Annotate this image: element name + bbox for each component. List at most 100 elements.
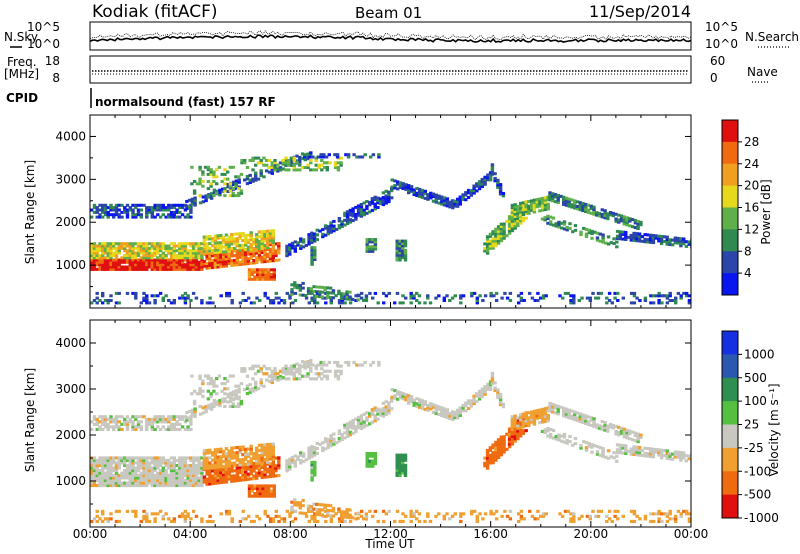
power-cell <box>359 296 364 300</box>
power-cell <box>494 227 498 231</box>
power-cell <box>112 208 116 212</box>
velocity-cell <box>263 453 267 457</box>
velocity-cell <box>267 379 272 383</box>
velocity-cell <box>687 454 691 458</box>
power-cell <box>178 258 182 262</box>
power-cell <box>206 168 211 172</box>
velocity-cell <box>445 512 449 516</box>
power-cell <box>95 260 99 264</box>
power-cell <box>298 163 302 167</box>
power-cell <box>269 275 274 279</box>
power-cell <box>134 258 138 262</box>
power-cell <box>128 267 132 271</box>
power-cell <box>200 263 204 267</box>
power-cell <box>684 244 689 248</box>
power-cell <box>295 159 299 163</box>
velocity-cell <box>264 489 268 493</box>
velocity-cell <box>682 451 686 455</box>
velocity-cell <box>103 458 108 462</box>
velocity-cell <box>193 415 197 419</box>
power-cell <box>257 235 262 239</box>
power-cell <box>660 294 664 298</box>
velocity-cell <box>112 458 116 462</box>
power-cell <box>289 159 294 163</box>
velocity-cell <box>142 473 146 477</box>
power-cell <box>643 233 647 237</box>
power-cell <box>490 168 495 171</box>
velocity-cell <box>448 517 452 521</box>
power-cell <box>345 215 350 218</box>
velocity-cell <box>636 432 640 436</box>
velocity-cell <box>272 487 276 491</box>
power-cell <box>298 288 302 292</box>
power-cell <box>156 263 160 267</box>
power-cell <box>659 235 664 238</box>
velocity-cell <box>145 481 149 485</box>
power-cell <box>665 238 669 241</box>
velocity-cell <box>611 423 615 427</box>
velocity-cell <box>209 405 214 409</box>
velocity-cell <box>201 382 205 386</box>
velocity-cell <box>259 367 263 371</box>
velocity-cell <box>145 456 149 460</box>
velocity-cell <box>312 507 316 511</box>
velocity-cell <box>183 471 188 475</box>
velocity-cell <box>403 458 408 462</box>
power-cell <box>332 224 336 228</box>
velocity-cell <box>263 512 267 516</box>
power-cell <box>320 168 324 172</box>
velocity-cell <box>637 453 642 457</box>
power-cell <box>247 277 252 281</box>
power-cell <box>147 254 152 257</box>
power-cell <box>296 241 300 245</box>
velocity-cell <box>189 517 193 521</box>
velocity-cell <box>249 452 253 456</box>
power-cell <box>123 265 127 269</box>
power-cell <box>95 246 99 250</box>
power-cell <box>109 246 113 250</box>
nsearch-label: N.Search <box>745 30 799 44</box>
power-cell <box>114 203 119 207</box>
power-cell <box>340 299 345 302</box>
power-cell <box>393 301 397 305</box>
power-cell <box>326 291 330 295</box>
power-cell <box>494 244 498 248</box>
power-cell <box>635 239 639 243</box>
power-cell <box>350 298 355 301</box>
power-cell <box>186 213 190 217</box>
velocity-cell <box>120 458 124 462</box>
velocity-cell <box>346 363 351 367</box>
velocity-y-tick-label: 2000 <box>55 428 86 442</box>
velocity-cell <box>189 427 193 431</box>
power-cell <box>147 208 152 212</box>
power-cell <box>213 236 218 240</box>
power-cell <box>403 239 408 243</box>
velocity-cell <box>230 451 234 455</box>
velocity-cell <box>161 458 165 462</box>
velocity-cell <box>244 478 248 482</box>
velocity-cell <box>371 514 375 518</box>
velocity-cell <box>145 519 149 523</box>
velocity-cell <box>376 412 380 416</box>
velocity-cell <box>218 401 222 405</box>
velocity-cell <box>101 417 105 421</box>
velocity-cell <box>554 435 558 439</box>
power-colorbar-swatch <box>722 120 738 143</box>
power-cell <box>222 262 226 266</box>
power-cell <box>134 265 138 269</box>
velocity-cell <box>310 478 314 482</box>
power-cell <box>401 246 405 250</box>
power-cell <box>339 163 343 167</box>
power-cell <box>548 191 552 195</box>
velocity-cell <box>598 446 602 450</box>
power-cell <box>211 263 215 267</box>
power-cell <box>185 199 189 203</box>
velocity-cell <box>128 476 132 480</box>
power-cell <box>222 238 226 242</box>
velocity-cell <box>172 519 176 523</box>
velocity-cell <box>255 449 259 453</box>
power-cell <box>317 166 321 169</box>
velocity-cell <box>95 427 99 431</box>
velocity-cell <box>134 461 138 465</box>
velocity-cell <box>646 454 650 458</box>
